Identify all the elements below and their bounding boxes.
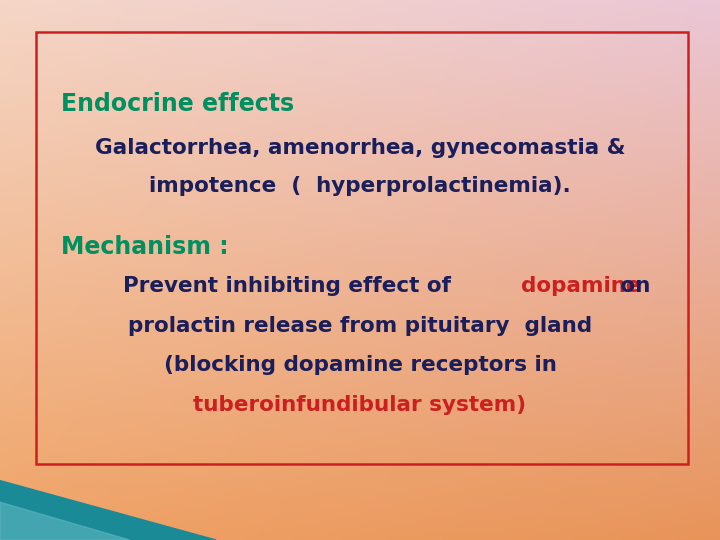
Text: on: on (613, 276, 650, 296)
Text: Galactorrhea, amenorrhea, gynecomastia &: Galactorrhea, amenorrhea, gynecomastia & (95, 138, 625, 158)
Text: (blocking dopamine receptors in: (blocking dopamine receptors in (163, 355, 557, 375)
Text: dopamine: dopamine (521, 276, 640, 296)
Text: tuberoinfundibular system): tuberoinfundibular system) (194, 395, 526, 415)
Text: Prevent inhibiting effect of: Prevent inhibiting effect of (123, 276, 459, 296)
Text: prolactin release from pituitary  gland: prolactin release from pituitary gland (128, 316, 592, 336)
Polygon shape (0, 481, 216, 540)
Text: Mechanism :: Mechanism : (61, 235, 229, 259)
Text: Endocrine effects: Endocrine effects (61, 92, 294, 116)
Text: impotence  (  hyperprolactinemia).: impotence ( hyperprolactinemia). (149, 176, 571, 195)
Polygon shape (0, 502, 130, 540)
